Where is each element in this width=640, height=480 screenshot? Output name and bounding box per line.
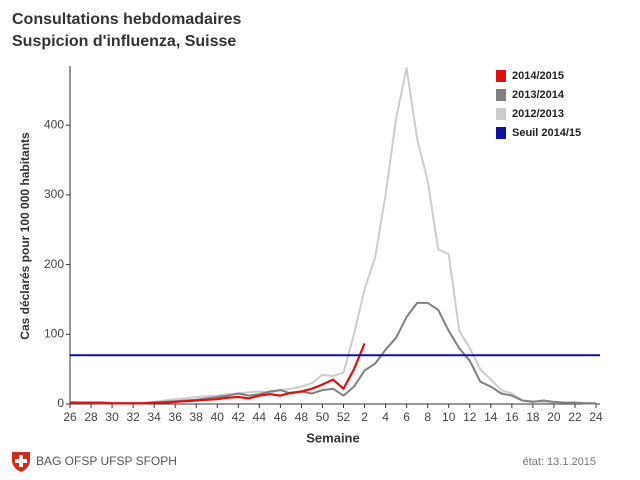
x-tick-label: 44 <box>253 410 267 424</box>
x-tick-label: 14 <box>484 410 498 424</box>
chart-title: Consultations hebdomadaires <box>12 11 241 28</box>
date: état: 13.1.2015 <box>523 456 596 468</box>
x-tick-label: 12 <box>463 410 477 424</box>
x-tick-label: 40 <box>211 410 225 424</box>
x-axis-label: Semaine <box>306 430 359 445</box>
y-tick-label: 300 <box>44 187 64 201</box>
x-tick-label: 22 <box>568 410 582 424</box>
swiss-flag <box>12 452 30 472</box>
series-line <box>70 301 596 405</box>
y-axis-label: Cas déclarés pour 100 000 habitants <box>18 132 32 340</box>
footer: BAG OFSP UFSP SFOPH <box>36 454 177 468</box>
x-tick-label: 28 <box>84 410 98 424</box>
legend-swatch <box>496 89 506 101</box>
x-tick-label: 52 <box>337 410 351 424</box>
y-tick-label: 0 <box>57 396 64 410</box>
x-tick-label: 26 <box>63 410 77 424</box>
series-line <box>70 342 366 405</box>
x-tick-label: 24 <box>589 410 603 424</box>
y-tick-label: 100 <box>44 326 64 340</box>
x-tick-label: 46 <box>274 410 288 424</box>
x-tick-label: 2 <box>361 410 368 424</box>
legend-swatch <box>496 70 506 82</box>
x-tick-label: 4 <box>382 410 389 424</box>
x-tick-label: 18 <box>526 410 540 424</box>
legend-swatch <box>496 108 506 120</box>
x-tick-label: 10 <box>442 410 456 424</box>
x-tick-label: 32 <box>126 410 140 424</box>
legend-swatch <box>496 127 506 139</box>
x-tick-label: 42 <box>232 410 246 424</box>
x-tick-label: 38 <box>190 410 204 424</box>
y-tick-label: 200 <box>44 257 64 271</box>
legend-label: Seuil 2014/15 <box>512 127 581 139</box>
x-tick-label: 20 <box>547 410 561 424</box>
chart-subtitle: Suspicion d'influenza, Suisse <box>12 33 236 50</box>
x-tick-label: 36 <box>169 410 183 424</box>
x-tick-label: 30 <box>105 410 119 424</box>
legend-label: 2012/2013 <box>512 108 564 120</box>
x-tick-label: 16 <box>505 410 519 424</box>
x-tick-label: 50 <box>316 410 330 424</box>
x-tick-label: 34 <box>147 410 161 424</box>
legend-label: 2013/2014 <box>512 89 565 101</box>
x-tick-label: 48 <box>295 410 309 424</box>
x-tick-label: 8 <box>424 410 431 424</box>
y-tick-label: 400 <box>44 117 64 131</box>
x-tick-label: 6 <box>403 410 410 424</box>
legend-label: 2014/2015 <box>512 70 564 82</box>
